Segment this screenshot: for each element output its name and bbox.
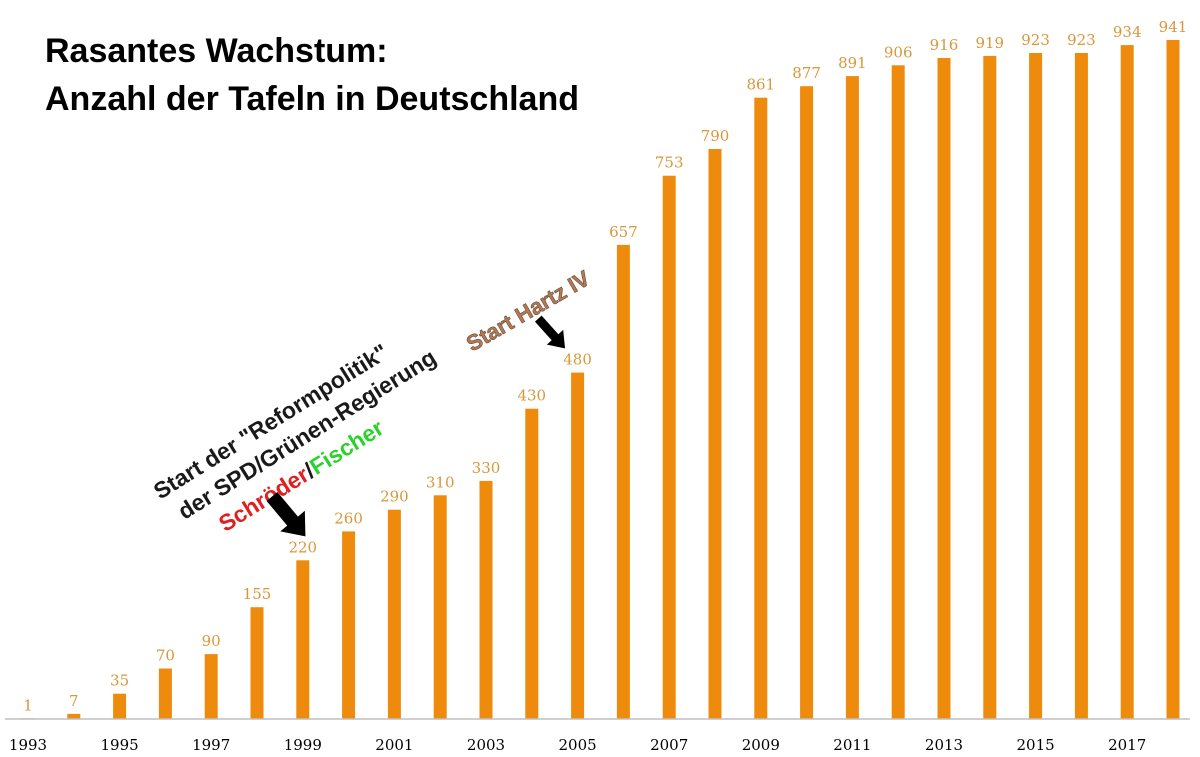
bar-1996 — [158, 668, 172, 719]
value-label-2011: 891 — [838, 54, 867, 72]
x-tick-2003: 2003 — [467, 736, 505, 754]
bar-series — [21, 40, 1180, 720]
x-tick-2005: 2005 — [559, 736, 597, 754]
value-label-1998: 155 — [243, 585, 272, 603]
chart-title-line-1: Rasantes Wachstum: — [45, 32, 388, 70]
value-label-1994: 7 — [69, 692, 79, 710]
x-tick-1993: 1993 — [9, 736, 47, 754]
bar-2006 — [616, 244, 630, 719]
bar-2013 — [937, 58, 951, 719]
x-tick-1999: 1999 — [284, 736, 322, 754]
x-tick-2009: 2009 — [742, 736, 780, 754]
value-labels: 1 7 35 70 90 155 220 260 290 310 330 430 480 657 753 79… — [23, 18, 1187, 714]
value-label-2015: 923 — [1021, 31, 1050, 49]
bar-2018 — [1166, 40, 1180, 719]
value-label-1999: 220 — [288, 538, 317, 556]
value-label-2004: 430 — [517, 387, 546, 405]
bar-2001 — [387, 509, 401, 719]
value-label-2000: 260 — [334, 509, 363, 527]
value-label-2017: 934 — [1113, 23, 1142, 41]
value-label-2002: 310 — [426, 473, 455, 491]
value-label-1997: 90 — [202, 632, 221, 650]
bar-2003 — [479, 480, 493, 719]
value-label-2016: 923 — [1067, 31, 1096, 49]
bar-2004 — [525, 408, 539, 719]
hartz-annotation: Start Hartz IV — [462, 265, 595, 356]
bar-2000 — [342, 531, 356, 719]
bar-1995 — [113, 693, 127, 719]
bar-2015 — [1029, 53, 1043, 719]
value-label-1993: 1 — [23, 696, 33, 714]
value-label-2008: 790 — [701, 127, 730, 145]
bar-2016 — [1074, 53, 1088, 719]
value-label-2014: 919 — [975, 34, 1004, 52]
bar-2012 — [891, 65, 905, 720]
x-tick-labels: 1993 1995 1997 1999 2001 2003 2005 2007 2009 2011… — [9, 736, 1146, 754]
bar-2010 — [800, 86, 814, 719]
value-label-2005: 480 — [563, 351, 592, 369]
value-label-1996: 70 — [156, 647, 175, 665]
hartz-arrow-icon — [534, 315, 566, 349]
x-tick-2011: 2011 — [833, 736, 871, 754]
value-label-2013: 916 — [930, 36, 959, 54]
x-tick-2001: 2001 — [375, 736, 413, 754]
value-label-2009: 861 — [746, 76, 775, 94]
value-label-2007: 753 — [655, 154, 684, 172]
bar-2008 — [708, 149, 722, 719]
value-label-2010: 877 — [792, 64, 821, 82]
bar-2017 — [1120, 45, 1134, 720]
reform-arrow-icon — [266, 492, 306, 537]
value-label-2003: 330 — [472, 459, 501, 477]
x-tick-2015: 2015 — [1017, 736, 1055, 754]
bar-2011 — [845, 76, 859, 720]
x-tick-2017: 2017 — [1108, 736, 1146, 754]
hartz-annotation-text: Start Hartz IV — [462, 265, 594, 356]
bar-2002 — [433, 495, 447, 719]
value-label-2001: 290 — [380, 488, 409, 506]
value-label-2012: 906 — [884, 43, 913, 61]
bar-2014 — [983, 55, 997, 719]
value-label-2018: 941 — [1159, 18, 1188, 36]
bar-1999 — [296, 560, 310, 719]
x-tick-2007: 2007 — [650, 736, 688, 754]
value-label-2006: 657 — [609, 223, 638, 241]
x-tick-1997: 1997 — [192, 736, 230, 754]
bar-1998 — [250, 607, 264, 719]
value-label-1995: 35 — [110, 672, 129, 690]
bar-1997 — [204, 654, 218, 719]
x-tick-2013: 2013 — [925, 736, 963, 754]
x-tick-1995: 1995 — [101, 736, 139, 754]
bar-2005 — [571, 372, 585, 719]
bar-2009 — [754, 97, 768, 719]
bar-1994 — [67, 713, 81, 719]
bar-2007 — [662, 175, 676, 719]
chart-title-line-2: Anzahl der Tafeln in Deutschland — [45, 80, 579, 118]
